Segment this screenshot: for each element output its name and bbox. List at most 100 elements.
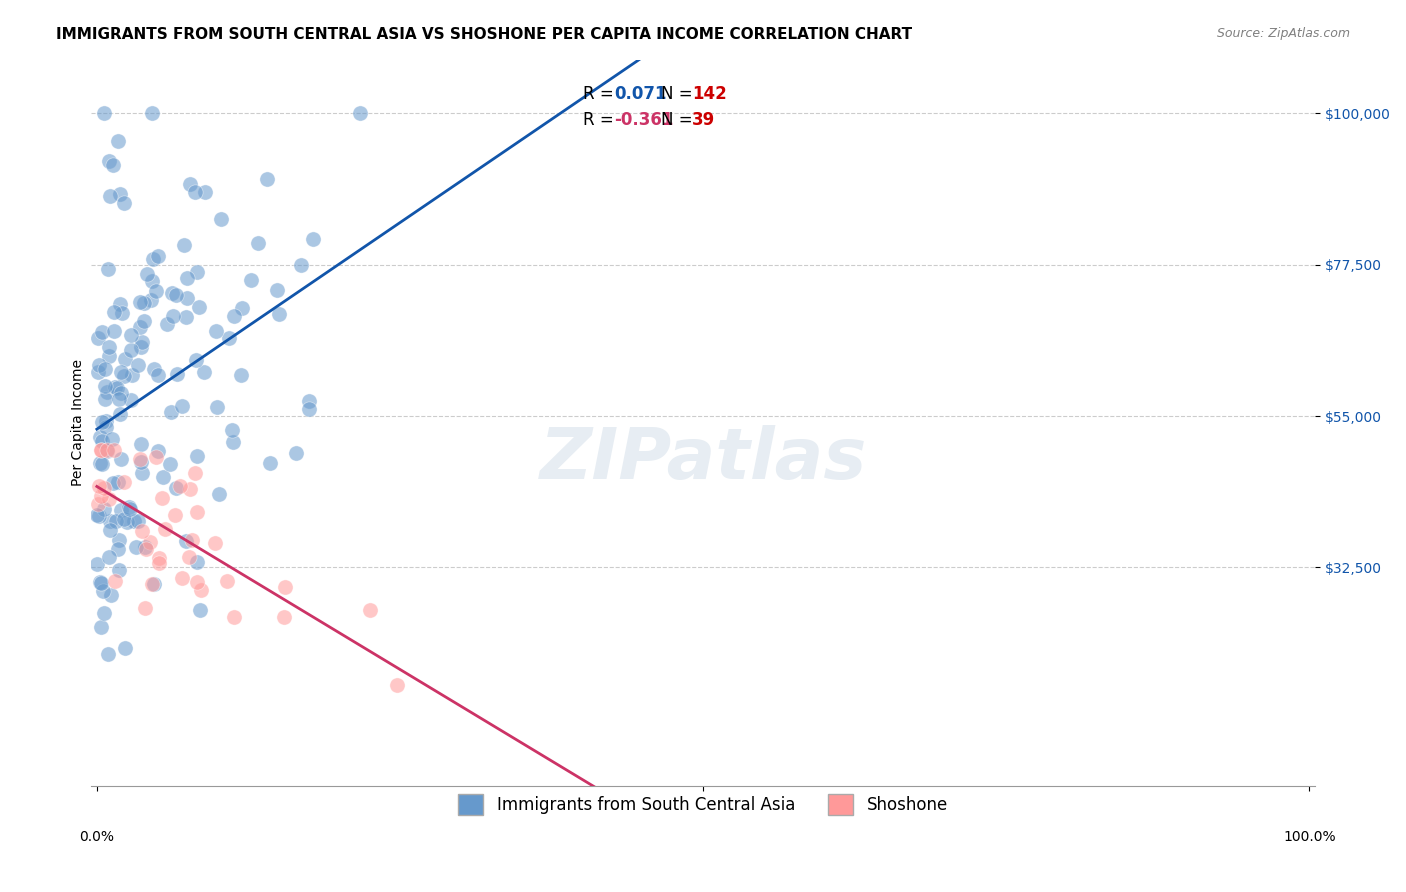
Point — [98, 154, 121, 169]
Point — [108, 407, 131, 421]
Point — [90, 442, 112, 457]
Point — [108, 186, 131, 201]
Point — [148, 551, 170, 566]
Point — [87, 508, 110, 523]
Point — [114, 640, 136, 655]
Point — [224, 309, 246, 323]
Point — [90, 442, 112, 457]
Point — [93, 481, 115, 495]
Text: 0.0%: 0.0% — [79, 830, 114, 844]
Point — [98, 514, 121, 528]
Point — [114, 475, 136, 490]
Point — [89, 456, 111, 470]
Point — [128, 452, 150, 467]
Point — [215, 574, 238, 588]
Point — [152, 491, 174, 505]
Point — [186, 505, 208, 519]
Point — [135, 267, 157, 281]
Point — [387, 678, 409, 692]
Point — [90, 576, 112, 591]
Point — [110, 452, 132, 467]
Point — [160, 286, 183, 301]
Point — [100, 588, 122, 602]
Point — [93, 607, 115, 621]
Point — [129, 295, 152, 310]
Point — [110, 385, 132, 400]
Point — [122, 514, 145, 528]
Point — [93, 502, 115, 516]
Point — [174, 310, 197, 324]
Point — [115, 516, 138, 530]
Point — [159, 457, 181, 471]
Point — [127, 514, 149, 528]
Point — [91, 325, 114, 339]
Point — [152, 470, 174, 484]
Point — [86, 508, 108, 522]
Text: 142: 142 — [692, 85, 727, 103]
Point — [98, 549, 121, 564]
Point — [172, 571, 194, 585]
Point — [103, 305, 125, 319]
Point — [240, 273, 263, 287]
Point — [120, 392, 142, 407]
Point — [89, 575, 111, 590]
Point — [188, 300, 211, 314]
Point — [138, 535, 160, 549]
Point — [93, 106, 115, 120]
Point — [98, 523, 121, 537]
Point — [94, 413, 117, 427]
Point — [181, 533, 204, 547]
Point — [87, 497, 110, 511]
Point — [273, 610, 295, 624]
Point — [184, 186, 207, 200]
Point — [104, 380, 127, 394]
Point — [105, 381, 128, 395]
Point — [120, 343, 142, 357]
Point — [96, 647, 118, 661]
Point — [172, 399, 194, 413]
Point — [224, 609, 246, 624]
Point — [141, 576, 163, 591]
Point — [108, 563, 131, 577]
Point — [107, 134, 129, 148]
Point — [231, 368, 253, 383]
Point — [173, 238, 195, 252]
Text: -0.361: -0.361 — [614, 112, 673, 129]
Point — [97, 491, 120, 506]
Point — [222, 434, 245, 449]
Point — [131, 524, 153, 539]
Point — [186, 575, 208, 590]
Point — [186, 555, 208, 569]
Point — [148, 556, 170, 570]
Point — [131, 466, 153, 480]
Point — [132, 314, 155, 328]
Text: ZIPatlas: ZIPatlas — [540, 425, 866, 493]
Point — [141, 274, 163, 288]
Point — [103, 442, 125, 457]
Point — [112, 368, 135, 383]
Point — [359, 603, 381, 617]
Point — [89, 479, 111, 493]
Point — [298, 394, 321, 409]
Point — [118, 501, 141, 516]
Point — [207, 401, 229, 415]
Point — [290, 258, 312, 272]
Point — [165, 288, 187, 302]
Point — [90, 490, 112, 504]
Point — [145, 284, 167, 298]
Text: Source: ZipAtlas.com: Source: ZipAtlas.com — [1216, 27, 1350, 40]
Point — [114, 351, 136, 366]
Point — [162, 309, 184, 323]
Point — [129, 319, 152, 334]
Point — [188, 603, 211, 617]
Point — [176, 292, 198, 306]
Point — [93, 379, 115, 393]
Point — [129, 455, 152, 469]
Point — [284, 445, 307, 459]
Point — [89, 430, 111, 444]
Y-axis label: Per Capita Income: Per Capita Income — [72, 359, 86, 486]
Point — [103, 324, 125, 338]
Point — [101, 432, 124, 446]
Point — [135, 541, 157, 556]
Point — [96, 444, 118, 458]
